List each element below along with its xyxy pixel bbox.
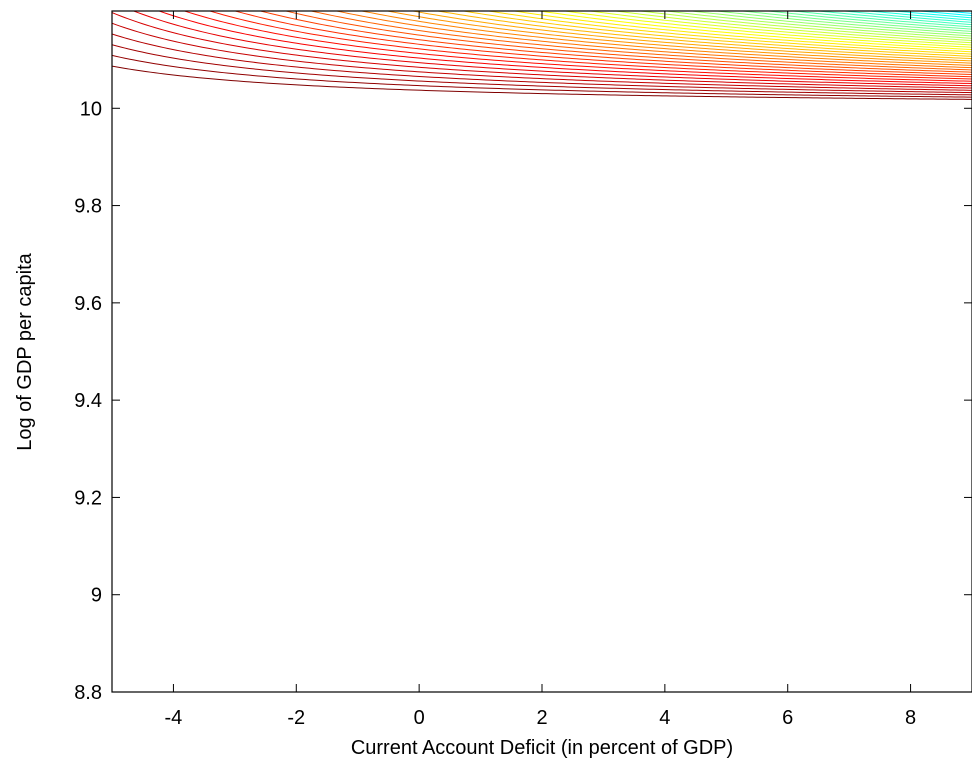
contour-line xyxy=(435,11,972,60)
contour-line xyxy=(915,11,972,17)
contour-line xyxy=(359,11,972,66)
contour-line xyxy=(112,22,972,91)
x-tick-label: 6 xyxy=(782,707,793,729)
contour-line xyxy=(334,11,972,69)
x-tick-label: -4 xyxy=(165,707,183,729)
contour-line xyxy=(561,11,972,48)
contour-line xyxy=(258,11,972,75)
contour-line xyxy=(536,11,972,51)
contour-line xyxy=(112,33,972,94)
x-tick-label: 8 xyxy=(905,707,916,729)
contour-line xyxy=(485,11,972,55)
y-tick-label: 8.8 xyxy=(74,682,102,704)
plot-background xyxy=(112,11,972,692)
x-axis: -4 -2 0 2 4 6 8 xyxy=(165,11,916,729)
contour-line xyxy=(182,11,972,82)
contour-line xyxy=(796,0,972,7)
contour-line xyxy=(410,11,972,62)
contour-line xyxy=(713,11,972,35)
contour-lines xyxy=(112,0,972,100)
contour-line xyxy=(309,11,972,71)
contour-line xyxy=(788,11,972,28)
contour-line xyxy=(774,0,972,9)
contour-line xyxy=(687,11,972,37)
contour-line xyxy=(157,11,972,85)
y-tick-label: 9.2 xyxy=(74,487,102,509)
contour-line xyxy=(814,11,972,26)
contour-line xyxy=(283,11,972,73)
x-tick-label: 4 xyxy=(659,707,670,729)
y-tick-label: 10 xyxy=(80,98,102,120)
contour-line xyxy=(132,11,972,87)
contour-line xyxy=(460,11,972,57)
y-axis-label: Log of GDP per capita xyxy=(14,252,36,450)
y-axis: 8.8 9 9.2 9.4 9.6 9.8 10 xyxy=(74,98,972,704)
contour-line xyxy=(864,11,972,21)
x-tick-label: -2 xyxy=(287,707,305,729)
contour-line xyxy=(637,11,972,42)
contour-line xyxy=(112,44,972,96)
x-tick-label: 0 xyxy=(414,707,425,729)
contour-line xyxy=(839,0,972,2)
contour-line xyxy=(763,11,972,30)
y-tick-label: 9.6 xyxy=(74,293,102,315)
y-tick-label: 9.8 xyxy=(74,196,102,218)
contour-line xyxy=(112,12,972,89)
y-tick-label: 9 xyxy=(91,585,102,607)
contour-line xyxy=(511,11,972,53)
contour-line xyxy=(612,11,972,44)
x-tick-label: 2 xyxy=(536,707,547,729)
contour-line xyxy=(839,11,972,23)
contour-line xyxy=(586,11,972,46)
contour-line xyxy=(662,11,972,39)
y-tick-label: 9.4 xyxy=(74,390,102,412)
contour-line xyxy=(965,11,972,12)
contour-line xyxy=(112,54,972,98)
contour-line xyxy=(233,11,972,78)
x-axis-label: Current Account Deficit (in percent of G… xyxy=(351,737,733,759)
contour-line xyxy=(738,11,972,32)
contour-line xyxy=(208,11,972,80)
contour-line xyxy=(384,11,972,64)
contour-line xyxy=(889,11,972,19)
contour-line xyxy=(112,65,972,100)
contour-line xyxy=(817,0,972,4)
